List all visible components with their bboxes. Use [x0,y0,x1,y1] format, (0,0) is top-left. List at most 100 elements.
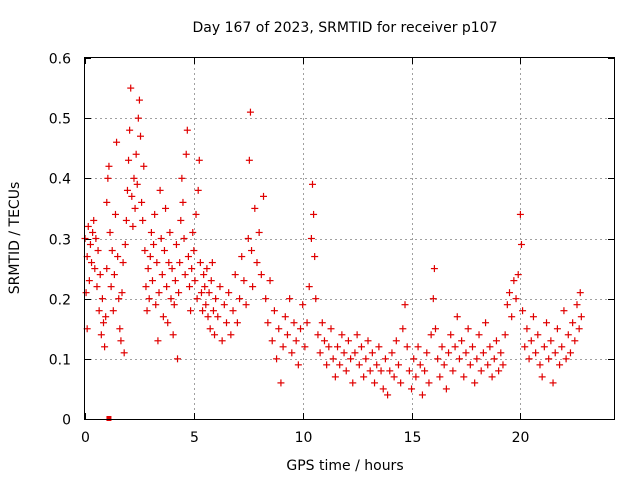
data-point [145,295,153,303]
data-point [408,385,416,393]
data-point [540,343,548,351]
data-point [347,355,355,363]
data-point [279,343,287,351]
x-tick-label: 0 [81,430,90,446]
data-point [334,343,342,351]
data-point [132,150,140,158]
data-point [127,84,135,92]
data-point [214,313,222,321]
data-point [196,259,204,267]
data-point [525,355,533,363]
data-point [416,361,424,369]
data-point [442,385,450,393]
data-point [248,247,256,255]
data-point [225,289,233,297]
data-point [264,319,272,327]
data-point [167,295,175,303]
y-tick-label: 0.4 [49,172,71,188]
data-point [331,373,339,381]
data-point [479,349,487,357]
data-point [229,307,237,315]
data-point [301,343,309,351]
data-point [104,174,112,182]
data-point [220,301,228,309]
data-point [84,222,92,230]
data-point [292,337,300,345]
data-point [144,265,152,273]
data-point [403,343,411,351]
data-point [399,325,407,333]
data-point [197,289,205,297]
data-point [155,289,163,297]
data-point [120,349,128,357]
data-point [190,247,198,255]
data-point [202,301,210,309]
data-point [216,283,224,291]
data-point [152,301,160,309]
data-point [425,379,433,387]
data-point [488,373,496,381]
data-point [551,349,559,357]
data-point [342,367,350,375]
data-point [305,283,313,291]
data-point [371,379,379,387]
data-point [147,228,155,236]
data-point [115,295,123,303]
data-point [105,162,113,170]
data-point [162,204,170,212]
data-point [158,271,166,279]
data-point [94,247,102,255]
data-point [386,367,394,375]
data-point [323,361,331,369]
data-point [114,253,122,261]
data-point [286,295,294,303]
data-point [143,307,151,315]
data-point [98,295,106,303]
data-point [455,355,463,363]
data-point [384,391,392,399]
data-point [327,325,335,333]
data-point [466,361,474,369]
data-point [253,259,261,267]
data-point [191,277,199,285]
data-point [307,235,315,242]
data-point [166,228,174,236]
data-point [558,343,566,351]
data-point [281,313,289,321]
data-point [108,247,116,255]
y-tick-label: 0.1 [49,353,71,369]
data-point [571,337,579,345]
data-point [195,156,203,164]
data-point [156,186,164,194]
data-point [490,355,498,363]
data-point [506,289,514,297]
data-point [421,367,429,375]
data-point [171,277,179,285]
data-point [390,373,398,381]
data-point [118,289,126,297]
y-tick-label: 0 [62,413,71,429]
data-point [543,319,551,327]
data-point [273,355,281,363]
data-point [362,355,370,363]
chart-title: Day 167 of 2023, SRMTID for receiver p10… [192,20,497,36]
data-point [344,337,352,345]
data-point [182,150,190,158]
data-point [373,361,381,369]
data-point [207,277,215,285]
plot-frame [84,57,615,420]
data-point [109,307,117,315]
data-point [523,325,531,333]
data-point [206,325,214,333]
x-axis-label: GPS time / hours [286,458,403,474]
data-point [268,337,276,345]
data-point [146,253,154,261]
data-point [90,216,98,224]
data-point [101,343,109,351]
data-point [92,235,100,242]
data-point [484,361,492,369]
data-point [208,259,216,267]
data-point [564,331,572,339]
tick-labels: 0 0.1 0.2 0.3 0.4 0.5 0.6 0 5 10 15 20 [49,52,530,447]
data-point [473,355,481,363]
